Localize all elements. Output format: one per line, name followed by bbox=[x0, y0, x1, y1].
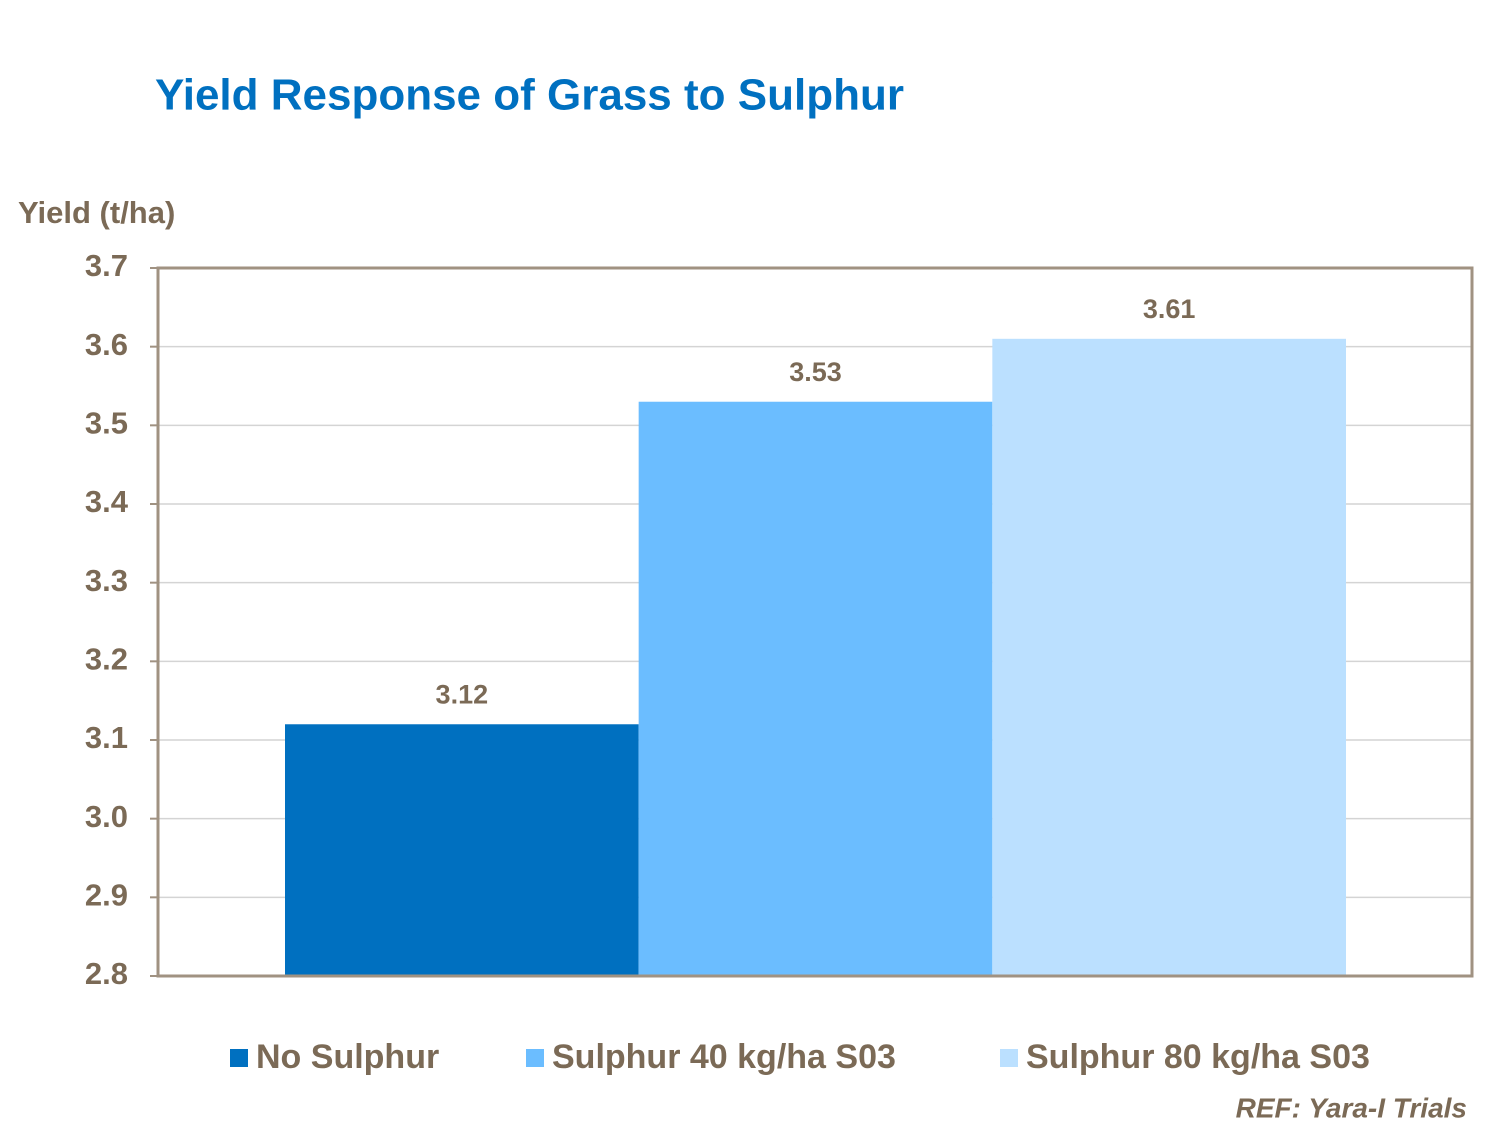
bar bbox=[285, 724, 639, 976]
legend-label: Sulphur 80 kg/ha S03 bbox=[1026, 1038, 1370, 1076]
y-axis-label: Yield (t/ha) bbox=[18, 195, 175, 230]
y-tick-label: 2.9 bbox=[85, 878, 128, 913]
y-tick-label: 2.8 bbox=[85, 956, 128, 991]
value-label: 3.53 bbox=[789, 357, 842, 387]
bar bbox=[638, 401, 993, 976]
chart-title: Yield Response of Grass to Sulphur bbox=[155, 71, 904, 120]
y-tick-label: 3.2 bbox=[85, 642, 128, 677]
y-tick-label: 3.6 bbox=[85, 327, 128, 362]
source-note: REF: Yara-I Trials bbox=[1236, 1092, 1467, 1123]
legend-label: No Sulphur bbox=[256, 1038, 439, 1076]
value-label: 3.61 bbox=[1143, 294, 1196, 324]
bar bbox=[992, 338, 1346, 976]
plot-border bbox=[156, 266, 1474, 978]
y-tick-label: 3.3 bbox=[85, 563, 128, 598]
y-tick-label: 3.5 bbox=[85, 406, 128, 441]
y-tick-label: 3.4 bbox=[85, 484, 129, 519]
legend-swatch bbox=[230, 1049, 248, 1067]
value-label: 3.12 bbox=[436, 679, 489, 709]
y-tick-label: 3.0 bbox=[85, 799, 128, 834]
legend-label: Sulphur 40 kg/ha S03 bbox=[552, 1038, 896, 1076]
legend-swatch bbox=[1000, 1049, 1018, 1067]
y-tick-label: 3.7 bbox=[85, 248, 128, 283]
legend-swatch bbox=[526, 1049, 544, 1067]
y-tick-label: 3.1 bbox=[85, 720, 128, 755]
